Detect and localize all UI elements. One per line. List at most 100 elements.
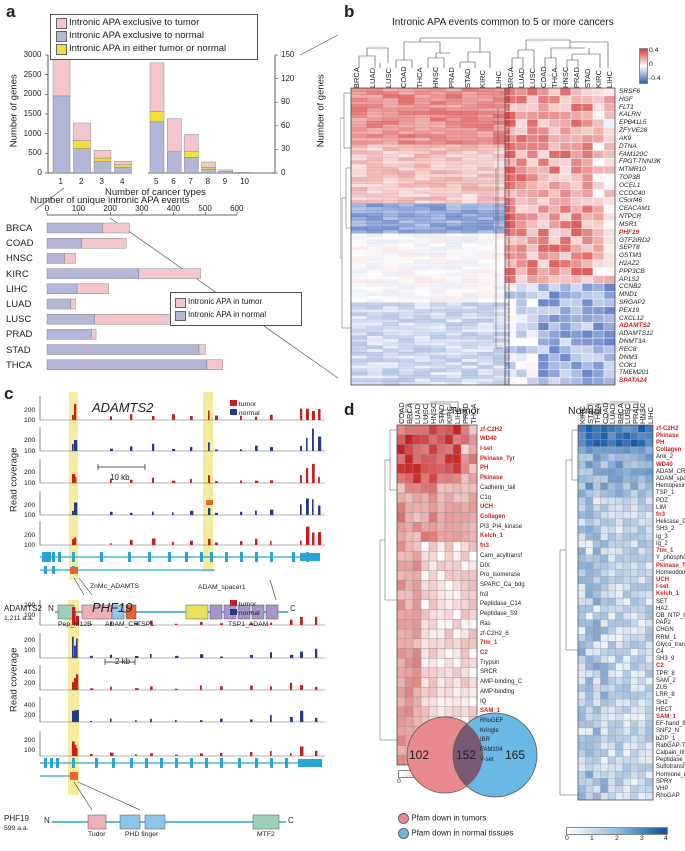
b-right-col-LIHC: LIHC (605, 70, 614, 88)
b-cell (570, 87, 583, 97)
b-cell (526, 142, 539, 151)
d-tumor-cell (436, 521, 446, 533)
d-tumor-cell (436, 483, 446, 494)
b-left-heatmap (351, 88, 510, 386)
c1-exon (52, 552, 55, 562)
d-normal-cell (622, 749, 631, 757)
d-normal-cell (585, 756, 594, 765)
a-right-bar-10-2 (235, 172, 251, 174)
d-tumor-cell (412, 444, 422, 455)
d-normal-cell (630, 648, 639, 656)
d-normal-cell (622, 684, 631, 692)
b-cell (526, 103, 539, 112)
d-normal-cell (630, 475, 639, 483)
c2-exon (130, 758, 133, 768)
d-normal-cell (607, 662, 616, 671)
d-normal-cell (622, 670, 631, 678)
ylabel-c2: Read coverage (8, 647, 20, 712)
d-normal-cell (585, 496, 594, 505)
d-normal-cell (592, 597, 601, 606)
d-normal-cell (615, 475, 624, 483)
d-tumor-row-25: SRCR (480, 669, 498, 676)
d-tumor-cell (452, 424, 462, 435)
d-normal-cell (615, 583, 624, 592)
b-gene-TOP3B: TOP3B (619, 173, 641, 181)
d-normal-row-19: Pkinase_Tyr (656, 562, 685, 569)
b-cell (526, 95, 539, 104)
b-left-col-COAD: COAD (399, 66, 409, 88)
d-tumor-cell (452, 463, 462, 474)
d-normal-cell (607, 742, 616, 750)
b-cell (603, 361, 616, 370)
d-normal-cell (630, 720, 639, 729)
d-tumor-cell (436, 696, 446, 707)
d-tumor-cell (460, 512, 470, 523)
b-cell (537, 126, 550, 136)
bar2-bar-STAD-1 (198, 344, 206, 355)
b-cell (504, 369, 517, 378)
d-normal-row-3: Collagen (656, 447, 682, 454)
colorbar-b-mid: 0 (649, 61, 653, 68)
d-normal-cell (607, 576, 616, 584)
d-normal-row-40: SAM_1 (656, 713, 677, 720)
b-cell (526, 361, 539, 370)
d-normal-cell (600, 720, 609, 729)
d-normal-cell (585, 749, 594, 757)
b-cell (603, 165, 616, 175)
d-normal-cell (615, 655, 624, 664)
a-left-bar-2-2 (73, 122, 91, 141)
d-normal-cell (577, 619, 586, 628)
d-normal-cell (622, 453, 631, 462)
b-right-col-STAD: STAD (583, 68, 592, 88)
b-cell (592, 189, 605, 198)
d-tumor-cell (412, 424, 422, 435)
b-cell (515, 142, 528, 151)
a-right-bar-8-0 (201, 168, 216, 174)
b-cell (592, 361, 605, 370)
d-normal-cell (630, 597, 639, 606)
d-normal-cell (607, 547, 616, 555)
b-cell (537, 337, 550, 347)
b-cell (537, 267, 550, 276)
c1-exon (148, 552, 151, 562)
d-tumor-cell (468, 638, 478, 649)
d-normal-cell (645, 569, 654, 577)
d-normal-cell (577, 648, 586, 656)
d-normal-row-4: Ank_2 (656, 454, 674, 461)
coverage-track (39, 491, 325, 516)
d-tumor-cell (468, 424, 478, 435)
d-normal-cell (585, 439, 594, 447)
b-cell (603, 244, 616, 253)
a-right-tick-60: 60 (281, 120, 290, 130)
d-normal-cell (645, 684, 654, 692)
b-cell (570, 330, 583, 339)
b-cell (504, 376, 517, 386)
b-gene-PPP3CB: PPP3CB (619, 267, 645, 275)
d-normal-cell (615, 727, 624, 736)
d-tumor-cell (436, 512, 446, 523)
b-cell (581, 251, 594, 261)
d-normal-cell (592, 655, 601, 664)
b-cell (504, 298, 517, 308)
bar2-legend-swatch-normal (175, 311, 186, 321)
d-normal-row-49: SPRY (656, 778, 673, 785)
d-normal-cell (645, 583, 654, 592)
d-normal-row-24: SET (656, 598, 668, 605)
c2-pas (70, 772, 78, 780)
d-tumor-cell (428, 648, 438, 659)
b-cell (537, 119, 550, 128)
b-cell (526, 376, 539, 386)
d-tumor-cell (460, 483, 470, 494)
d-tumor-row-5: Pkinase (480, 475, 503, 482)
d-normal-cell (630, 424, 639, 433)
d-tumor-cell (420, 648, 430, 659)
d-tumor-cell (436, 541, 446, 552)
d-tumor-row-24: Trypsin (480, 659, 500, 666)
d-normal-cell (622, 533, 631, 541)
d-normal-cell (630, 489, 639, 498)
bar2-bar-BRCA-1 (102, 222, 130, 234)
d-normal-cell (607, 504, 616, 512)
d-normal-cell (600, 597, 609, 606)
d-normal-cell (637, 432, 646, 440)
d-tumor-cell (420, 580, 430, 591)
